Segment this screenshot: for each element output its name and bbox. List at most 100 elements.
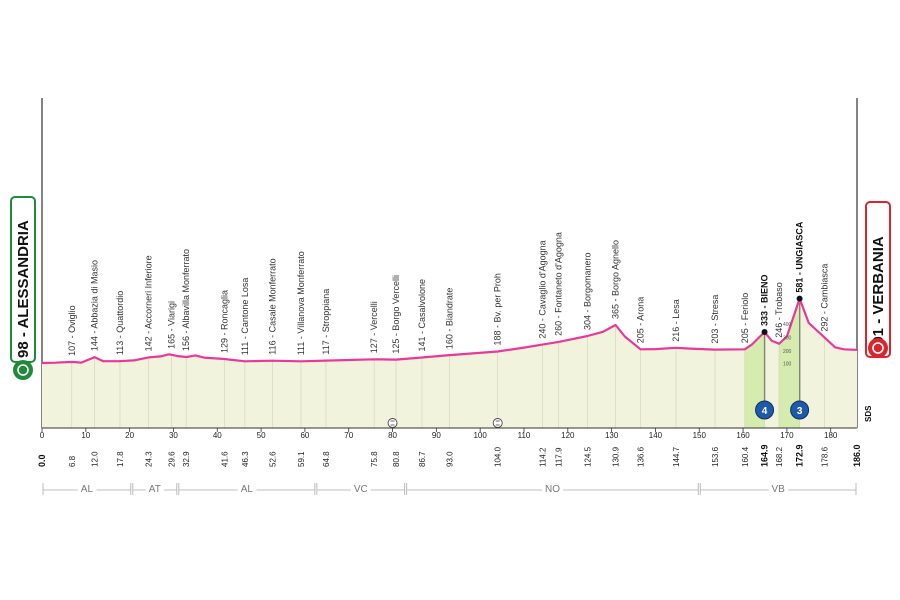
waypoint-km: 114.2 [538,447,547,467]
waypoint-km: 86.7 [418,451,427,467]
x-tick-label: 180 [824,431,838,440]
start-km: 0.0 [37,454,47,467]
waypoint-km: 130.9 [612,446,621,467]
x-tick-label: 50 [257,431,266,440]
x-tick-label: 60 [300,431,309,440]
finish-icon [868,338,888,358]
province-code: AT [149,484,161,495]
x-tick-label: 140 [649,431,663,440]
waypoint-label: 127 - Vercelli [369,301,379,353]
x-tick-label: 130 [605,431,619,440]
waypoint-km: 52.6 [269,451,278,467]
kom-category: 3 [797,406,803,417]
finish-km: 186.0 [852,444,862,467]
waypoint-km: 24.3 [145,451,154,467]
x-tick-label: 70 [344,431,353,440]
x-tick-label: 110 [518,431,531,440]
waypoint-label: 144 - Abbazia di Masio [90,260,100,351]
waypoint-km: 153.6 [711,446,720,467]
x-tick-label: 100 [473,431,487,440]
x-tick-label: 160 [736,431,750,440]
waypoint-label: 216 - Lesa [671,299,681,342]
x-tick-label: 90 [432,431,441,440]
waypoint-label: 156 - Albavilla Monferrato [181,249,191,351]
waypoint-km: 144.7 [672,446,681,467]
summit-dot [761,329,768,336]
waypoint-label: 203 - Stresa [710,295,720,344]
x-tick-label: 40 [213,431,222,440]
finish-city-block: 201 - VERBANIA [865,201,891,358]
province-bands: AL AT AL VC NO VB [42,483,857,495]
province-code: VC [354,484,368,495]
waypoint-label: 111 - Villanova Monferrato [296,251,306,355]
finish-city-label: 201 - VERBANIA [870,236,887,353]
province-code-bg [541,484,564,495]
waypoint-km: 29.6 [168,451,177,467]
profile-line [41,297,858,365]
waypoint-km: 160.4 [741,446,750,467]
waypoint-km: 178.6 [821,446,830,467]
waypoint-km: 93.0 [446,451,455,467]
x-tick-label: 30 [169,431,178,440]
province-code-bg [768,484,789,495]
start-icon-wheel [17,364,29,376]
kom-badge-1 [755,400,775,420]
waypoint-label: 111 - Cantone Losa [240,278,250,356]
waypoint-km: 164.9 [760,444,770,467]
start-city-block: 98 - ALESSANDRIA [10,196,36,380]
waypoint-labels: 107 - Oviglio 144 - Abbazia di Masio 113 -… [67,221,830,356]
x-tick-label: 150 [693,431,707,440]
waypoint-label: 365 - Borgo Agnello [611,240,621,319]
waypoint-label: 125 - Borgo Vercelli [391,275,401,354]
waypoint-km: 64.8 [322,451,331,467]
province-code-bg [77,484,97,495]
waypoint-label: 116 - Casale Monferrato [268,258,278,354]
waypoint-label: 113 - Quattordio [115,291,125,355]
markers: 4 3 100 200 300 400 [387,322,810,428]
waypoint-label: 260 - Fontaneto d'Agogna [554,232,564,336]
waypoint-km: 117.9 [555,447,564,467]
waypoint-km: 46.3 [241,451,250,467]
climb-scale-label: 200 [783,349,792,355]
waypoint-label: 141 - Casalvolone [417,279,427,352]
waypoint-km-labels: 6.8 12.0 17.8 24.3 29.6 32.9 41.6 46.3 52.6 59.1 6… [68,444,830,467]
climb-fill-2 [779,298,800,428]
x-tick-label: 80 [388,431,397,440]
waypoint-km: 32.9 [182,451,191,467]
waypoint-label: 142 - Accorneri Inferiore [144,255,154,351]
waypoint-label: 160 - Biandrate [445,288,455,350]
waypoint-label: 581 - UNGIASCA [795,221,805,293]
waypoint-label: 240 - Cavaglio d'Agogna [537,240,547,338]
kom-badge-2 [790,400,810,420]
sprint-icon-2 [492,418,503,428]
waypoint-km: 12.0 [91,451,100,467]
province-code: AL [241,484,254,495]
waypoint-label: 165 - Viarigi [167,301,177,349]
waypoint-label: 107 - Oviglio [67,305,77,356]
kom-category: 4 [762,406,768,417]
sprint-icon-1 [387,418,398,428]
waypoint-km: 80.8 [392,451,401,467]
province-code-bg [145,484,164,495]
climb-scale-label: 400 [783,322,792,328]
climb-scale-label: 300 [783,336,792,342]
waypoint-lines [71,298,825,428]
waypoint-km: 172.9 [795,444,805,467]
waypoint-label: 117 - Stroppiana [321,289,331,355]
waypoint-label: 292 - Cambiasca [820,264,830,332]
start-icon [13,360,33,380]
profile-line-group [41,297,858,365]
climb-scale-label: 100 [783,362,792,368]
waypoint-label: 129 - Roncaglia [219,290,229,353]
x-tick-label: 170 [780,431,794,440]
waypoint-label: 205 - Arona [636,297,646,344]
waypoint-km: 17.8 [116,451,125,467]
waypoint-km: 168.2 [775,446,784,467]
waypoint-km: 6.8 [68,455,77,467]
brand-mark: SDS [864,405,873,422]
waypoint-label: 333 - BIENO [760,274,770,326]
waypoint-label: 205 - Feriolo [740,293,750,344]
waypoint-label: 246 - Trobaso [774,282,784,338]
finish-icon-wheel [872,342,884,354]
